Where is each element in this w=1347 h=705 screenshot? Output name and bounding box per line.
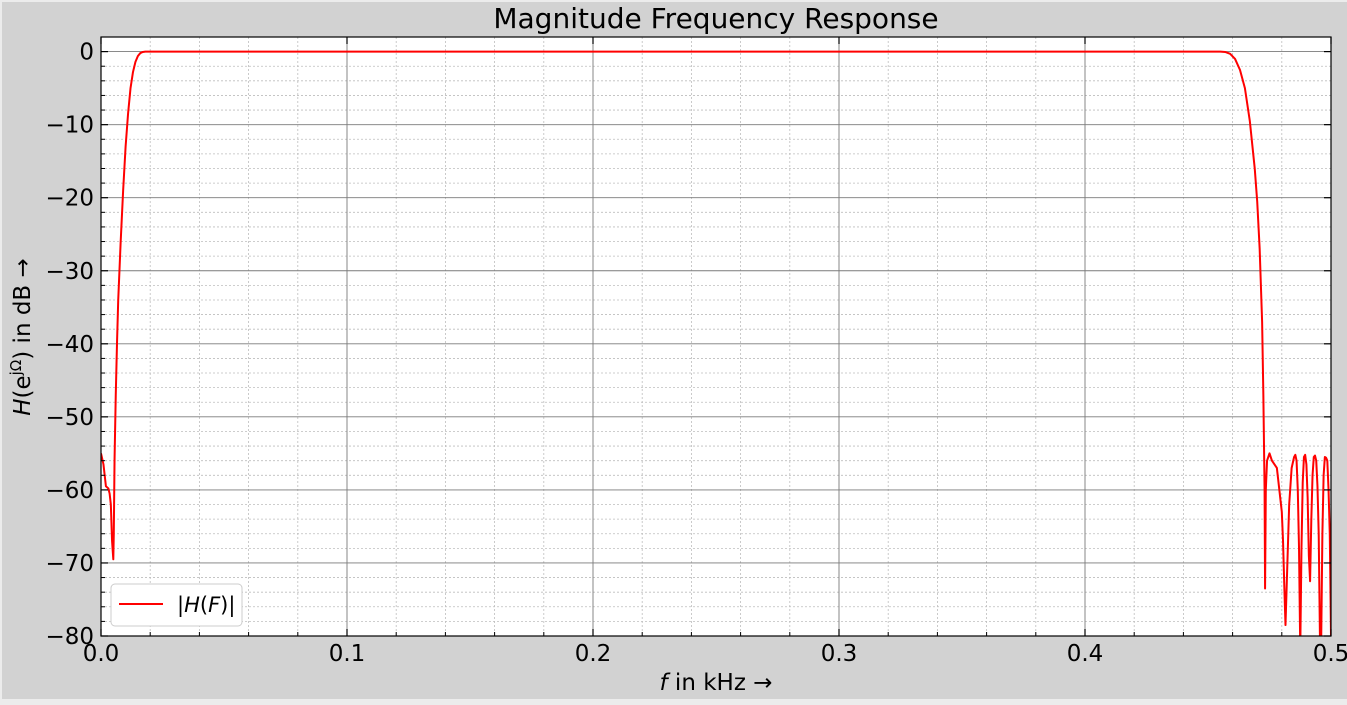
x-tick-label: 0.0 bbox=[83, 641, 120, 667]
series-line-magnitude bbox=[101, 50, 1331, 636]
y-axis-label-var: H bbox=[10, 399, 36, 416]
legend-label-post: )| bbox=[220, 593, 235, 618]
y-axis-label-close: ) in dB → bbox=[10, 258, 36, 360]
x-ticks: 0.0 0.1 0.2 0.3 0.4 0.5 bbox=[83, 37, 1347, 667]
y-tick-label: −50 bbox=[45, 405, 94, 431]
y-tick-label: −10 bbox=[45, 113, 94, 139]
x-tick-label: 0.4 bbox=[1067, 641, 1104, 667]
x-tick-label: 0.5 bbox=[1313, 641, 1347, 667]
x-axis-label-text: in kHz → bbox=[668, 670, 773, 696]
y-tick-label: −40 bbox=[45, 332, 94, 358]
y-tick-label: −30 bbox=[45, 259, 94, 285]
x-tick-label: 0.2 bbox=[575, 641, 612, 667]
y-tick-label: −70 bbox=[45, 551, 94, 577]
legend: |H(F)| bbox=[110, 583, 243, 627]
legend-label-mid: ( bbox=[200, 593, 208, 617]
y-tick-label: −80 bbox=[45, 624, 94, 650]
legend-label-magnitude: |H(F)| bbox=[177, 593, 235, 618]
legend-label-f: F bbox=[208, 593, 221, 617]
y-axis-label-open: (e bbox=[10, 375, 36, 398]
y-tick-label: −60 bbox=[45, 478, 94, 504]
legend-label-pre: | bbox=[177, 593, 184, 618]
y-tick-label: 0 bbox=[79, 40, 94, 66]
y-ticks: 0 −10 −20 −30 −40 −50 −60 −70 −80 bbox=[45, 40, 1331, 650]
x-axis-label: f in kHz → bbox=[660, 670, 773, 696]
x-tick-label: 0.3 bbox=[821, 641, 858, 667]
x-axis-label-var: f bbox=[660, 670, 671, 696]
legend-label-h: H bbox=[184, 593, 200, 617]
y-axis-label: H(ejΩ) in dB → bbox=[7, 258, 36, 416]
chart-title: Magnitude Frequency Response bbox=[493, 2, 938, 35]
y-axis-label-sup: jΩ bbox=[7, 360, 25, 377]
minor-grid bbox=[101, 37, 1331, 636]
legend-box bbox=[110, 583, 243, 627]
plot-area bbox=[101, 37, 1331, 636]
x-tick-label: 0.1 bbox=[329, 641, 366, 667]
plot-frame bbox=[100, 36, 1332, 637]
y-tick-label: −20 bbox=[45, 186, 94, 212]
